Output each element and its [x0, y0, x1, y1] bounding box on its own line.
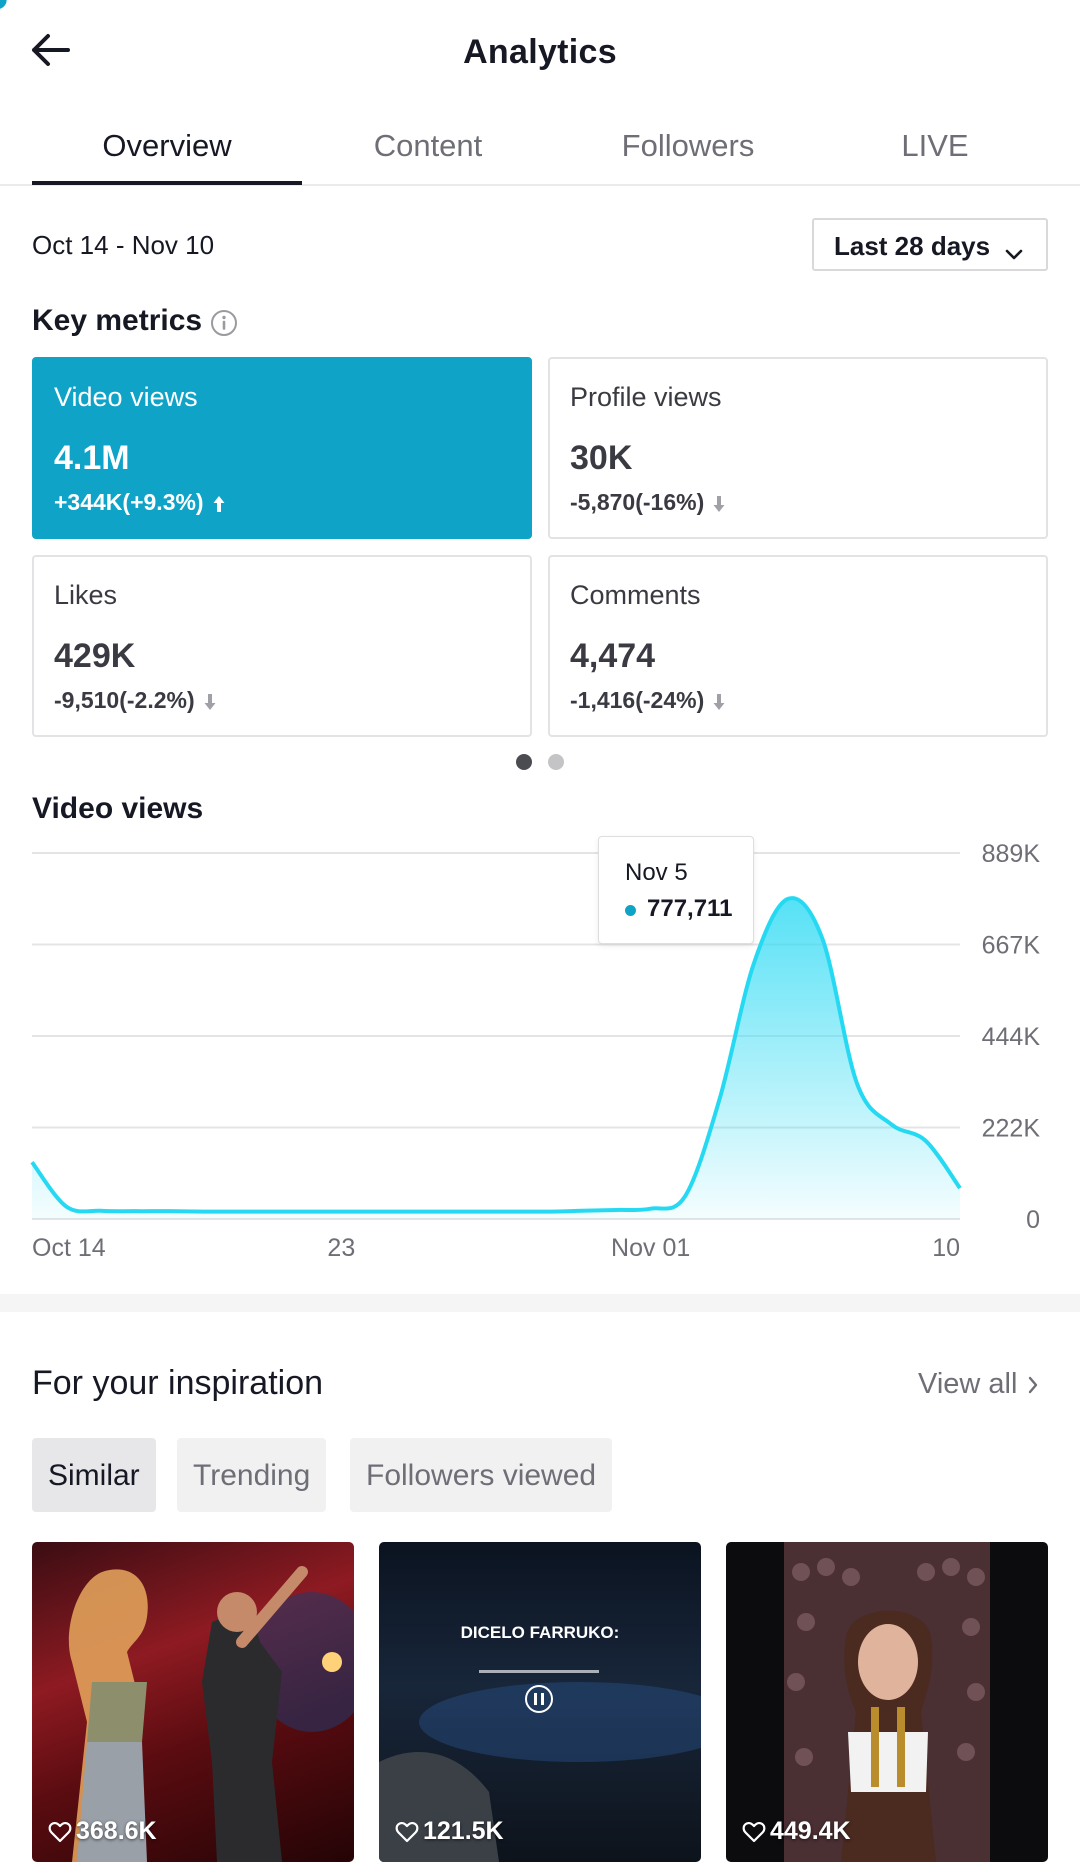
metric-delta: -1,416(-24%): [570, 687, 726, 714]
likes-count: 121.5K: [423, 1817, 504, 1845]
x-tick-label: Nov 01: [611, 1234, 690, 1262]
view-all-link[interactable]: View all: [918, 1368, 1039, 1401]
y-tick-label: 667K: [982, 932, 1041, 960]
period-dropdown-value: Last 28 days: [834, 231, 991, 261]
y-tick-label: 0: [1026, 1206, 1040, 1234]
back-arrow-icon[interactable]: [28, 30, 84, 82]
chart-tooltip: Nov 5 777,711: [598, 836, 754, 944]
tab-bar: Overview Content Followers LIVE: [0, 108, 1080, 186]
y-tick-label: 889K: [982, 840, 1041, 868]
heart-icon: [48, 1821, 72, 1842]
chevron-right-icon: [1029, 1376, 1038, 1393]
video-thumbnail[interactable]: 368.6K: [32, 1542, 354, 1862]
date-range: Oct 14 - Nov 10: [32, 230, 215, 260]
likes-count: 368.6K: [76, 1817, 157, 1845]
metric-value: 30K: [570, 439, 633, 477]
metric-delta: -5,870(-16%): [570, 489, 726, 516]
metric-label: Likes: [54, 580, 118, 610]
chip-similar[interactable]: Similar: [32, 1438, 156, 1512]
video-thumbnail[interactable]: 449.4K: [726, 1542, 1048, 1862]
chip-followers-viewed[interactable]: Followers viewed: [350, 1438, 613, 1512]
metric-value: 429K: [54, 637, 136, 675]
tab-live[interactable]: LIVE: [901, 128, 969, 163]
video-image: [379, 1670, 701, 1862]
active-tab-indicator: [32, 181, 302, 185]
x-tick-label: Oct 14: [32, 1234, 106, 1262]
tab-content[interactable]: Content: [373, 128, 483, 163]
metric-delta-text: -5,870(-16%): [570, 489, 705, 515]
y-tick-label: 444K: [982, 1023, 1041, 1051]
metric-value: 4,474: [570, 637, 656, 675]
y-tick-label: 222K: [982, 1115, 1041, 1143]
chart-series-line: [30, 896, 962, 1214]
metric-delta-text: +344K(+9.3%): [54, 489, 204, 515]
metric-label: Video views: [54, 382, 198, 412]
header: Analytics: [0, 0, 1080, 108]
view-all-label: View all: [918, 1368, 1018, 1400]
thumbnail-overlay-text: DICELO FARRUKO:: [460, 1623, 620, 1642]
tooltip-date: Nov 5: [625, 859, 688, 886]
key-metrics-title: Key metrics: [32, 304, 203, 337]
video-image: [784, 1542, 990, 1862]
page-dot[interactable]: [548, 754, 564, 770]
metric-delta-text: -1,416(-24%): [570, 687, 705, 713]
arrow-down-icon: [712, 493, 726, 513]
metric-delta: +344K(+9.3%): [54, 489, 226, 516]
tab-overview[interactable]: Overview: [102, 128, 232, 163]
period-dropdown[interactable]: Last 28 days: [812, 218, 1048, 271]
carousel-page-indicator: [516, 754, 564, 770]
x-tick-label: 23: [327, 1234, 355, 1262]
chevron-down-icon: [1004, 238, 1024, 269]
thumbnail-likes: 368.6K: [48, 1817, 157, 1846]
x-tick-label: 10: [932, 1234, 960, 1262]
info-icon[interactable]: [210, 309, 238, 342]
metric-card-video-views[interactable]: Video views 4.1M +344K(+9.3%): [32, 357, 532, 539]
metric-card-profile-views[interactable]: Profile views 30K -5,870(-16%): [548, 357, 1048, 539]
metric-card-likes[interactable]: Likes 429K -9,510(-2.2%): [32, 555, 532, 737]
page-dot-active[interactable]: [516, 754, 532, 770]
tooltip-series-dot: [625, 905, 636, 916]
chart-title: Video views: [32, 792, 204, 825]
metric-delta: -9,510(-2.2%): [54, 687, 217, 714]
arrow-down-icon: [712, 691, 726, 711]
inspiration-title: For your inspiration: [32, 1364, 324, 1402]
heart-icon: [395, 1821, 419, 1842]
tooltip-value: 777,711: [647, 895, 733, 922]
chip-trending[interactable]: Trending: [177, 1438, 327, 1512]
video-thumbnail[interactable]: DICELO FARRUKO: 121.5K: [379, 1542, 701, 1862]
tab-followers[interactable]: Followers: [621, 128, 755, 163]
heart-icon: [742, 1821, 766, 1842]
thumbnail-likes: 449.4K: [742, 1817, 851, 1846]
metric-value: 4.1M: [54, 439, 130, 477]
video-image: [68, 1566, 354, 1862]
section-divider: [0, 1294, 1080, 1312]
metric-delta-text: -9,510(-2.2%): [54, 687, 195, 713]
metric-card-comments[interactable]: Comments 4,474 -1,416(-24%): [548, 555, 1048, 737]
page-title: Analytics: [463, 33, 617, 71]
arrow-up-icon: [212, 493, 226, 513]
arrow-down-icon: [203, 691, 217, 711]
metric-label: Profile views: [570, 382, 722, 412]
thumbnail-likes: 121.5K: [395, 1817, 504, 1846]
metric-label: Comments: [570, 580, 701, 610]
chart-area-fill: [32, 898, 960, 1219]
likes-count: 449.4K: [770, 1817, 851, 1845]
